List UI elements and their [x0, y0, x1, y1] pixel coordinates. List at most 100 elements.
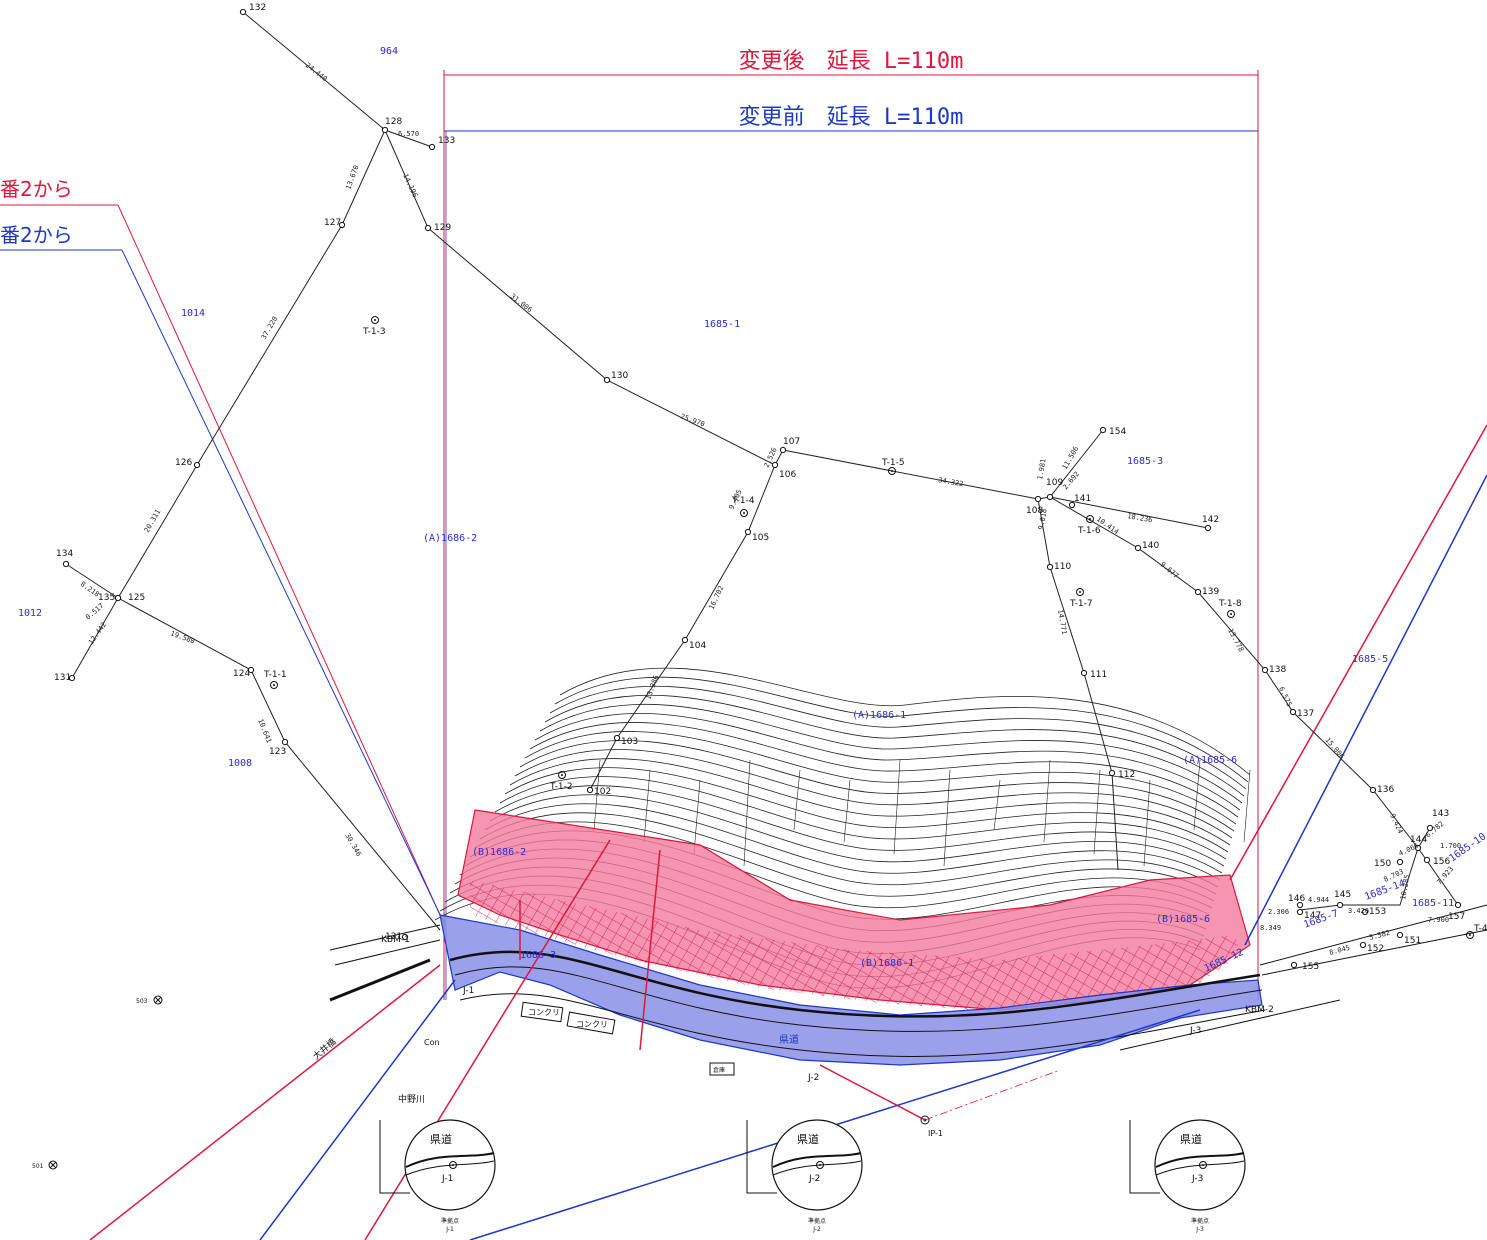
svg-text:127: 127 [324, 218, 341, 228]
survey-point-132: 132 [240, 3, 266, 15]
tbm-t-4: T-4 [1467, 924, 1487, 939]
parcel-label: (B)1685-6 [1156, 914, 1210, 925]
distance-label: 3.426 [1348, 907, 1369, 915]
svg-text:IP-1: IP-1 [928, 1129, 943, 1138]
svg-text:106: 106 [779, 470, 796, 480]
survey-point-152: 152 [1360, 942, 1384, 954]
warehouse-box: 倉庫 [710, 1063, 734, 1075]
survey-point-146: 146 [1288, 894, 1305, 908]
survey-point-154: 154 [1100, 427, 1126, 437]
svg-text:140: 140 [1142, 541, 1159, 551]
distance-label: 6.575 [1277, 685, 1293, 707]
survey-point-130: 130 [604, 371, 628, 383]
distance-label: 11.506 [1061, 445, 1081, 471]
svg-text:133: 133 [438, 136, 455, 146]
svg-text:J-1: J-1 [445, 1226, 454, 1233]
distance-label: 25.970 [679, 412, 706, 428]
parcel-labels: 96410141685-11685-3(A)1686-210121008(A)1… [18, 46, 1487, 975]
svg-text:110: 110 [1054, 562, 1071, 572]
svg-text:111: 111 [1090, 670, 1107, 680]
bm-503: 503 [136, 996, 162, 1005]
tbm-t-1-7: T-1-7 [1069, 589, 1093, 610]
bm-501: 501 [32, 1161, 57, 1170]
svg-text:J-2: J-2 [808, 1174, 820, 1184]
left-red-label: 番2から [0, 177, 73, 201]
svg-text:153: 153 [1369, 907, 1386, 917]
svg-text:T-1-8: T-1-8 [1218, 599, 1242, 609]
survey-point-155: 155 [1291, 962, 1319, 972]
svg-text:107: 107 [783, 437, 800, 447]
left-blue-label: 番2から [0, 223, 73, 247]
distance-label: 10.641 [256, 718, 273, 744]
svg-text:139: 139 [1202, 587, 1219, 597]
survey-point-156: 156 [1424, 857, 1450, 867]
svg-text:125: 125 [128, 593, 145, 603]
distance-label: 15.006 [1323, 736, 1345, 761]
kbm2-label: KBM-2 [1245, 1005, 1274, 1015]
distance-label: 7.923 [1435, 865, 1455, 886]
svg-text:105: 105 [752, 533, 769, 543]
svg-text:146: 146 [1288, 894, 1305, 904]
survey-point-104: 104 [682, 637, 706, 651]
svg-text:コンクリ: コンクリ [528, 1008, 560, 1017]
parcel-label: 1008 [228, 758, 252, 769]
svg-text:136: 136 [1377, 785, 1394, 795]
svg-text:152: 152 [1367, 944, 1384, 954]
distance-label: 8.218 [79, 580, 101, 599]
survey-point-127: 127 [324, 218, 345, 228]
con-label: Con [424, 1038, 440, 1047]
distance-label: 14.771 [1056, 609, 1068, 635]
survey-point-141: 141 [1069, 494, 1091, 508]
svg-text:142: 142 [1202, 515, 1219, 525]
distance-label: 7.900 [1428, 916, 1449, 924]
svg-text:154: 154 [1109, 427, 1126, 437]
svg-text:130: 130 [611, 371, 628, 381]
svg-text:102: 102 [594, 787, 611, 797]
svg-text:J-2: J-2 [812, 1226, 821, 1233]
parcel-label: 1685-5 [1352, 654, 1388, 665]
svg-text:T-1-1: T-1-1 [263, 670, 287, 680]
after-red-leaders [90, 425, 1487, 1240]
distance-label: 9.424 [1388, 812, 1404, 834]
distance-label: 2.306 [1268, 908, 1289, 916]
survey-point-151: 151 [1397, 932, 1421, 946]
survey-point-135: 135 [98, 593, 121, 603]
survey-point-133: 133 [429, 136, 455, 150]
survey-point-105: 105 [745, 529, 769, 543]
svg-text:J-1: J-1 [441, 1174, 453, 1184]
svg-text:準拠点: 準拠点 [1191, 1217, 1209, 1225]
parcel-label: (B)1686-2 [472, 847, 526, 858]
survey-point-102: 102 [587, 787, 611, 797]
distance-label: 2.692 [1061, 470, 1081, 491]
survey-point-131: 131 [54, 673, 75, 683]
distance-label: 0.517 [84, 602, 105, 622]
distance-label: 13.386 [644, 674, 660, 701]
survey-point-106: 106 [772, 462, 796, 480]
survey-point-140: 140 [1135, 541, 1159, 551]
before-length-title: 変更前 延長 L=110m [739, 105, 964, 130]
survey-point-134: 134 [56, 549, 73, 567]
svg-text:128: 128 [385, 117, 402, 127]
svg-text:138: 138 [1269, 665, 1286, 675]
tbm-t-1-3: T-1-3 [362, 317, 386, 338]
survey-point-107: 107 [780, 437, 800, 453]
svg-text:145: 145 [1334, 890, 1351, 900]
survey-point-103: 103 [614, 735, 638, 747]
svg-text:103: 103 [621, 737, 638, 747]
svg-text:124: 124 [233, 669, 250, 679]
kbm1-label: KBM-1 [381, 935, 410, 945]
svg-text:県道: 県道 [1180, 1132, 1202, 1146]
survey-point-136: 136 [1370, 785, 1394, 795]
distance-labels: 24.4406.57013.670 14.19631.00637.22025.97… [79, 61, 1461, 957]
survey-point-150: 150 [1374, 859, 1403, 869]
distance-label: 5.582 [1368, 929, 1390, 942]
distance-label: 34.322 [938, 476, 964, 488]
survey-point-139: 139 [1195, 587, 1219, 597]
distance-label: 8.349 [1260, 924, 1281, 932]
svg-text:155: 155 [1302, 962, 1319, 972]
inset-details: 県道J-1準拠点J-1県道J-2準拠点J-2県道J-3準拠点J-3 [380, 1120, 1245, 1233]
distance-label: 31.006 [509, 292, 534, 314]
svg-text:T-1-5: T-1-5 [881, 458, 905, 468]
